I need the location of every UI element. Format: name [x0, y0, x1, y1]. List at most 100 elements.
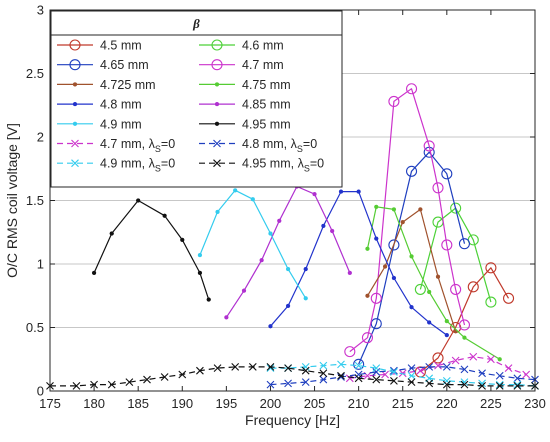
data-point — [432, 352, 444, 364]
data-point — [497, 357, 502, 362]
y-tick-label: 1.5 — [26, 193, 44, 208]
legend-label: 4.8 mm — [100, 98, 142, 112]
legend-item: 4.95 mm — [199, 117, 291, 131]
data-point — [72, 121, 78, 126]
legend-label: 4.6 mm — [242, 39, 284, 53]
data-point — [284, 364, 292, 373]
data-point — [391, 275, 397, 281]
legend-label: 4.9 mm, λS=0 — [100, 157, 175, 174]
x-tick-label: 190 — [171, 396, 193, 411]
data-point — [354, 361, 363, 370]
legend-label: 4.725 mm — [100, 78, 156, 92]
y-tick-label: 1 — [37, 257, 44, 272]
series-line — [225, 185, 351, 318]
data-point — [405, 83, 418, 95]
data-point — [458, 238, 471, 250]
series-4.75-mm — [365, 204, 502, 362]
data-point — [214, 101, 220, 107]
data-point — [69, 39, 81, 51]
series-4.95-mm — [91, 198, 211, 302]
data-point — [478, 382, 486, 390]
legend-item: 4.725 mm — [57, 78, 156, 92]
data-point — [321, 223, 326, 229]
data-point — [458, 319, 471, 331]
data-point — [211, 39, 223, 51]
data-point — [416, 366, 425, 375]
data-point — [248, 362, 257, 371]
series-line — [366, 208, 457, 332]
data-point — [211, 59, 223, 71]
data-point — [143, 375, 151, 384]
legend-box — [50, 10, 343, 188]
legend-item: 4.5 mm — [57, 39, 142, 53]
data-point — [250, 197, 255, 202]
data-point — [354, 374, 363, 383]
data-point — [109, 231, 114, 236]
series-line — [349, 356, 527, 379]
data-point — [277, 218, 282, 223]
legend-item: 4.6 mm — [199, 39, 284, 53]
series-4.725-mm — [365, 207, 458, 334]
series-group — [46, 83, 539, 390]
data-point — [268, 231, 273, 236]
data-point — [337, 373, 345, 381]
series-line — [366, 206, 501, 360]
data-point — [467, 281, 479, 293]
data-point — [213, 364, 222, 373]
data-point — [372, 375, 381, 384]
data-point — [319, 361, 328, 370]
series-line — [349, 88, 466, 353]
data-point — [391, 207, 397, 212]
series-4.8-mm — [268, 189, 449, 338]
data-point — [495, 380, 504, 389]
data-point — [423, 140, 435, 152]
legend-label: 4.95 mm, λS=0 — [242, 157, 324, 174]
data-point — [72, 382, 81, 390]
y-axis-label: O/C RMS coil voltage [V] — [4, 123, 20, 278]
data-point — [390, 376, 398, 385]
series-line — [270, 363, 536, 387]
x-tick-label: 230 — [524, 396, 546, 411]
data-point — [214, 82, 220, 87]
data-point — [513, 374, 522, 383]
data-point — [441, 168, 453, 180]
data-point — [365, 246, 370, 251]
data-point — [405, 165, 418, 177]
legend-label: 4.95 mm — [242, 117, 291, 131]
data-point — [442, 380, 451, 389]
legend-item: 4.8 mm, λS=0 — [199, 137, 317, 154]
legend-label: 4.9 mm — [100, 117, 142, 131]
x-tick-label: 180 — [83, 396, 105, 411]
legend-item: 4.65 mm — [57, 58, 149, 72]
data-point — [425, 362, 434, 371]
data-point — [522, 370, 531, 379]
data-point — [197, 270, 203, 276]
data-point — [388, 239, 400, 251]
series-line — [358, 151, 466, 365]
data-point — [450, 283, 462, 295]
data-point — [469, 352, 478, 361]
data-point — [312, 192, 317, 197]
data-point — [337, 360, 345, 369]
data-point — [214, 121, 220, 126]
data-point — [485, 296, 497, 308]
x-axis-label: Frequency [Hz] — [245, 412, 340, 428]
x-tick-label: 205 — [304, 396, 326, 411]
legend-item: 4.8 mm — [57, 98, 142, 112]
data-point — [162, 213, 167, 218]
data-point — [90, 380, 98, 389]
data-point — [354, 370, 363, 379]
data-point — [231, 362, 240, 371]
data-point — [434, 361, 442, 370]
data-point — [504, 364, 513, 373]
legend-item: 4.95 mm, λS=0 — [199, 157, 324, 174]
series-line — [420, 267, 510, 373]
x-tick-label: 195 — [216, 396, 238, 411]
data-point — [107, 380, 116, 389]
data-point — [365, 293, 370, 298]
data-point — [407, 371, 416, 380]
data-point — [418, 207, 423, 212]
legend-item: 4.75 mm — [199, 78, 291, 92]
data-point — [409, 254, 414, 259]
